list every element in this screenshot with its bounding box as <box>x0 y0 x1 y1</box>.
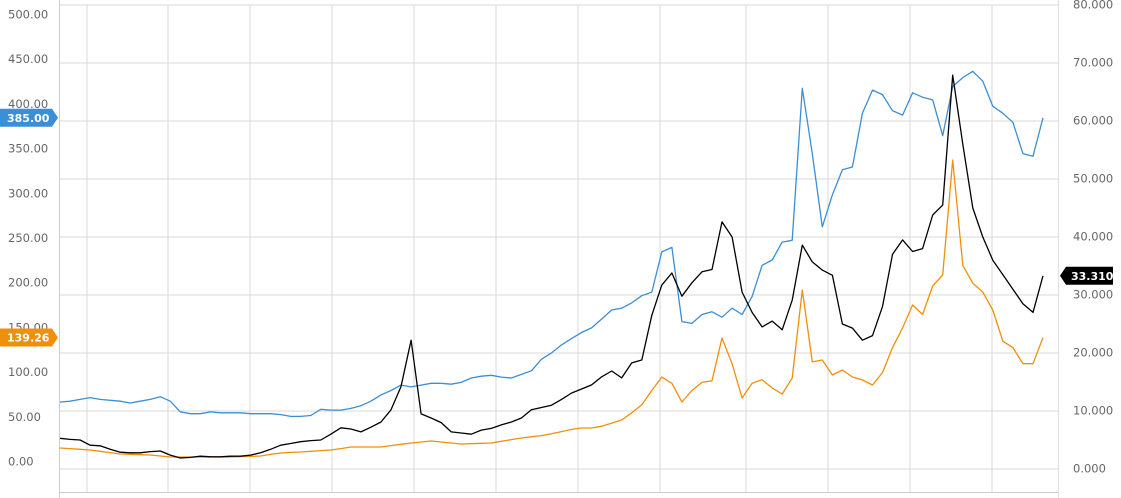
y2-tick-label: 70.000 <box>1073 56 1113 70</box>
y-tick-label: 200.00 <box>8 276 48 290</box>
y-tick-label: 250.00 <box>8 231 48 245</box>
y2-tick-label: 80.000 <box>1073 0 1113 12</box>
y2-tick-label: 30.000 <box>1073 288 1113 302</box>
value-tag <box>0 108 58 127</box>
y-tick-label: 500.00 <box>8 8 48 22</box>
value-tag <box>0 328 58 347</box>
y-tick-label: 400.00 <box>8 97 48 111</box>
y2-tick-label: 60.000 <box>1073 114 1113 128</box>
value-tag <box>1060 266 1113 285</box>
x-grid <box>86 5 993 492</box>
series-line <box>59 70 1044 418</box>
y-tick-label: 300.00 <box>8 186 48 200</box>
y2-tick-label: 0.000 <box>1073 462 1106 476</box>
y-tick-label: 350.00 <box>8 142 48 156</box>
y-tick-label: 0.00 <box>8 455 34 469</box>
y2-tick-label: 50.000 <box>1073 172 1113 186</box>
series-line <box>59 74 1044 459</box>
y2-tick-label: 40.000 <box>1073 230 1113 244</box>
y-tick-label: 450.00 <box>8 52 48 66</box>
value-tag-label: 139.26 <box>7 332 50 345</box>
y-tick-label: 100.00 <box>8 365 48 379</box>
y2-tick-label: 10.000 <box>1073 404 1113 418</box>
value-tag-label: 33.310 <box>1071 270 1114 283</box>
y-tick-label: 50.00 <box>8 410 41 424</box>
y2-tick-label: 20.000 <box>1073 346 1113 360</box>
value-tag-label: 385.00 <box>7 112 50 125</box>
